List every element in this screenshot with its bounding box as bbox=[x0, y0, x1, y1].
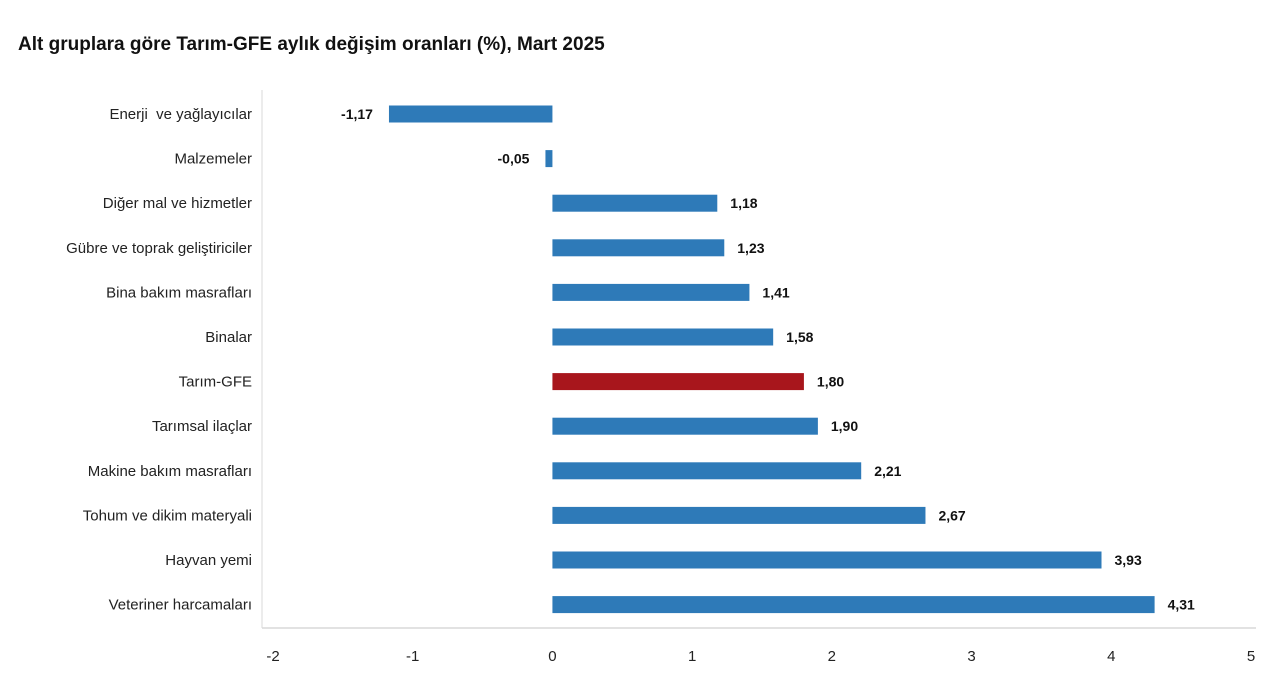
bar bbox=[552, 283, 750, 301]
category-label: Makine bakım masrafları bbox=[88, 463, 252, 480]
x-tick-label: -1 bbox=[406, 648, 419, 665]
bar bbox=[552, 239, 725, 257]
bar bbox=[552, 373, 804, 391]
value-label: 1,80 bbox=[817, 374, 844, 390]
category-label: Diğer mal ve hizmetler bbox=[103, 195, 252, 212]
category-label: Bina bakım masrafları bbox=[106, 284, 252, 301]
bar bbox=[545, 150, 553, 168]
x-tick-label: 1 bbox=[688, 648, 696, 665]
value-label: -1,17 bbox=[341, 106, 373, 122]
category-label: Veteriner harcamaları bbox=[109, 597, 252, 614]
category-label: Hayvan yemi bbox=[165, 552, 252, 569]
bar bbox=[552, 506, 926, 524]
category-label: Tarım-GFE bbox=[179, 374, 252, 391]
value-label: 1,41 bbox=[762, 284, 789, 300]
value-label: 1,90 bbox=[831, 418, 858, 434]
x-tick-label: -2 bbox=[266, 648, 279, 665]
value-label: 3,93 bbox=[1115, 552, 1142, 568]
x-tick-label: 0 bbox=[548, 648, 556, 665]
bar bbox=[552, 194, 718, 212]
value-label: 1,58 bbox=[786, 329, 813, 345]
bar bbox=[388, 105, 553, 123]
category-label: Enerji ve yağlayıcılar bbox=[109, 106, 252, 123]
x-tick-label: 3 bbox=[967, 648, 975, 665]
category-label: Binalar bbox=[205, 329, 252, 346]
value-label: 2,67 bbox=[938, 507, 965, 523]
value-label: 1,18 bbox=[730, 195, 757, 211]
bar bbox=[552, 462, 862, 480]
category-label: Gübre ve toprak geliştiriciler bbox=[66, 240, 252, 257]
x-tick-label: 4 bbox=[1107, 648, 1115, 665]
bar bbox=[552, 551, 1102, 569]
category-label: Malzemeler bbox=[174, 151, 252, 168]
value-label: 4,31 bbox=[1168, 597, 1195, 613]
value-label: -0,05 bbox=[498, 151, 530, 167]
x-tick-label: 5 bbox=[1247, 648, 1255, 665]
value-label: 2,21 bbox=[874, 463, 901, 479]
bar bbox=[552, 596, 1155, 614]
category-label: Tarımsal ilaçlar bbox=[152, 418, 252, 435]
category-label: Tohum ve dikim materyali bbox=[83, 507, 252, 524]
bar bbox=[552, 328, 774, 346]
value-label: 1,23 bbox=[737, 240, 764, 256]
x-tick-label: 2 bbox=[828, 648, 836, 665]
chart-title: Alt gruplara göre Tarım-GFE aylık değişi… bbox=[18, 34, 605, 55]
bar bbox=[552, 417, 818, 435]
